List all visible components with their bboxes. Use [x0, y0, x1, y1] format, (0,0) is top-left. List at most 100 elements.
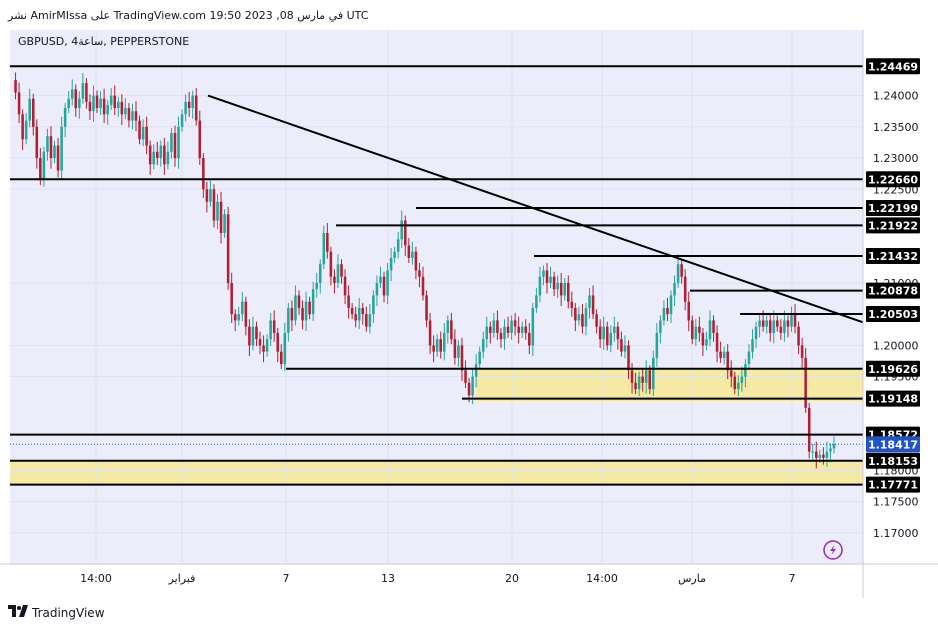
candle-body [605, 326, 609, 346]
candle-body [191, 95, 194, 109]
candle-body [517, 326, 520, 333]
candle-body [535, 295, 538, 308]
candle-body [70, 89, 74, 99]
candle-body [489, 326, 492, 333]
candle-body [340, 264, 343, 277]
price-label-text: 1.20503 [868, 308, 918, 321]
price-label-box [866, 171, 920, 188]
price-label-box [866, 476, 920, 493]
candle-body [202, 158, 205, 190]
candle-body [450, 320, 453, 340]
tradingview-logo-icon[interactable] [8, 605, 28, 620]
candle-body [520, 326, 524, 333]
candle-body [542, 270, 545, 277]
descending-trendline [207, 94, 864, 324]
candle-body [701, 332, 705, 346]
zones-layer [10, 368, 863, 485]
candle-body [159, 145, 163, 159]
candle-body [659, 320, 662, 333]
candle-body [216, 201, 219, 221]
candle-body [729, 370, 733, 377]
candle-body [180, 114, 184, 127]
candle-body [492, 320, 496, 333]
footer-brand: TradingView [32, 605, 105, 620]
price-chart[interactable]: 1.240001.235001.230001.225001.210001.200… [0, 30, 938, 598]
candle-body [28, 98, 31, 121]
candle-body [630, 370, 634, 383]
candle-body [545, 270, 549, 283]
lightning-icon[interactable] [823, 540, 843, 560]
candle-body [347, 295, 350, 308]
candle-body [556, 282, 559, 290]
candle-body [173, 133, 177, 159]
candle-body [138, 120, 141, 140]
candle-body [825, 451, 829, 458]
candle-body [818, 454, 822, 458]
candle-body [226, 214, 230, 283]
candle-body [163, 145, 166, 165]
candle-body [428, 320, 432, 346]
candle-body [722, 351, 726, 358]
candle-body [538, 276, 542, 296]
candle-body [683, 276, 687, 302]
candle-body [471, 376, 474, 396]
candle-body [46, 136, 49, 152]
candle-body [726, 351, 729, 371]
candle-body [698, 326, 701, 333]
candle-body [435, 339, 439, 352]
price-label-box [866, 452, 920, 469]
candle-body [414, 251, 418, 271]
candle-body [318, 264, 322, 283]
candle-body [687, 301, 691, 321]
chart-area[interactable]: 1.240001.235001.230001.225001.210001.200… [0, 30, 938, 598]
candle-body [81, 83, 85, 99]
y-tick-label: 1.23500 [873, 121, 919, 134]
candle-body [194, 95, 198, 121]
candle-body [85, 83, 88, 102]
candle-body [361, 307, 365, 315]
candle-body [127, 108, 131, 121]
candle-body [389, 257, 393, 271]
candle-body [598, 326, 602, 340]
candle-body [609, 332, 613, 346]
candle-body [481, 339, 485, 352]
footer: TradingView [0, 598, 938, 627]
candle-body [506, 326, 510, 333]
candle-body [113, 95, 117, 109]
candle-body [117, 101, 120, 109]
candle-body [241, 301, 244, 315]
x-tick-label: 13 [381, 572, 395, 585]
support-zone [476, 368, 863, 401]
candle-body [719, 351, 722, 358]
candle-body [457, 345, 460, 358]
candle-body [290, 307, 294, 321]
candle-body [566, 282, 570, 302]
candle-body [549, 276, 552, 283]
candle-body [737, 382, 740, 390]
candle-body [637, 376, 641, 390]
candle-body [623, 345, 627, 352]
candle-body [503, 326, 506, 340]
candle-body [793, 314, 797, 327]
candle-body [262, 345, 265, 352]
candle-body [648, 370, 652, 390]
candle-body [166, 151, 170, 165]
candle-body [496, 320, 499, 333]
candle-body [613, 326, 616, 333]
candle-body [283, 332, 287, 365]
candle-body [563, 282, 566, 296]
candle-body [453, 339, 457, 358]
candle-body [772, 320, 776, 333]
candle-body [705, 339, 708, 346]
candle-body [396, 239, 400, 252]
support-zone [10, 460, 863, 485]
candle-body [17, 92, 21, 115]
candle-body [797, 326, 800, 346]
candle-body [822, 454, 825, 458]
candle-body [379, 276, 382, 283]
candle-body [365, 314, 368, 327]
price-label-box [866, 247, 920, 264]
candle-body [485, 326, 489, 340]
x-tick-label: 7 [789, 572, 796, 585]
candle-body [765, 320, 768, 327]
